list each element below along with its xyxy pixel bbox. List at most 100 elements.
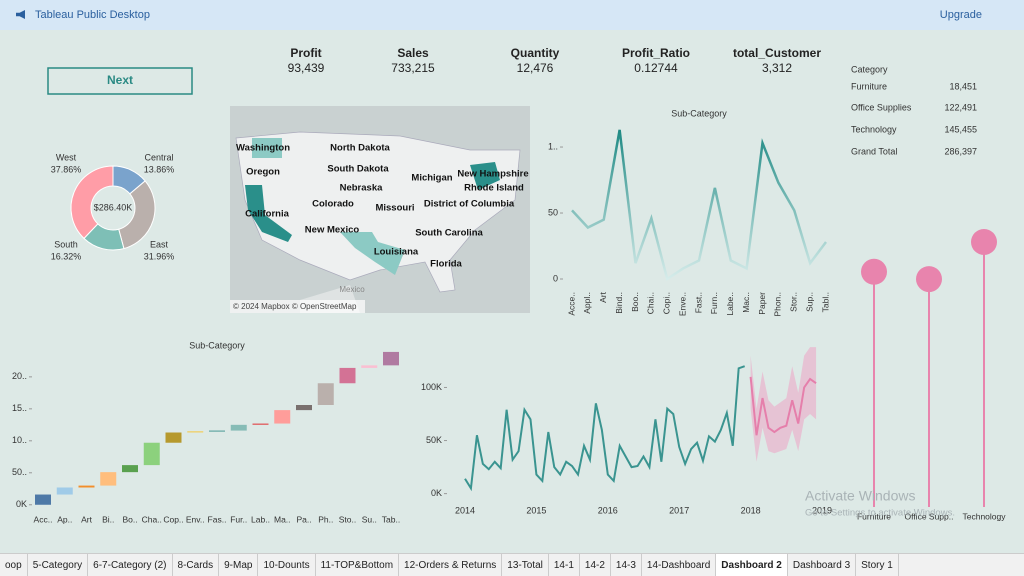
x-tick-label: 2019 [812, 505, 832, 515]
sheet-tab[interactable]: 11-TOP&Bottom [316, 554, 400, 576]
x-tick-label: Stor.. [789, 292, 799, 312]
map-label: New Hampshire [457, 169, 528, 180]
kpi-value: 0.12744 [634, 61, 678, 75]
bar [209, 430, 225, 432]
sheet-tab[interactable]: Story 1 [856, 554, 899, 576]
sheet-tab[interactable]: 14-3 [611, 554, 642, 576]
x-tick-label: Pa.. [296, 514, 311, 524]
line [464, 365, 746, 492]
map-label: District of Columbia [424, 199, 515, 210]
sheet-tab[interactable]: Dashboard 3 [788, 554, 857, 576]
sheet-tab[interactable]: oop [0, 554, 28, 576]
x-tick-label: Mac.. [741, 292, 751, 313]
x-tick-label: Lab.. [251, 514, 270, 524]
sheet-tab[interactable]: 6-7-Category (2) [88, 554, 173, 576]
x-tick-label: Fur.. [230, 514, 247, 524]
map-land [235, 131, 521, 293]
bar [187, 431, 204, 433]
x-tick-label: Sto.. [339, 514, 356, 524]
map-attribution: © 2024 Mapbox © OpenStreetMap [233, 302, 357, 311]
bar [122, 465, 138, 473]
x-tick-label: Bind.. [614, 292, 624, 314]
y-tick-label: 100K [421, 382, 442, 392]
y-tick-label: 10.. [12, 435, 27, 445]
donut-center: $286.40K [94, 202, 133, 212]
x-tick-label: 2014 [455, 505, 475, 515]
x-tick-label: Fas.. [208, 514, 227, 524]
lollipop-head [916, 266, 942, 293]
x-tick-label: Env.. [186, 514, 205, 524]
x-tick-label: Sup.. [804, 292, 814, 312]
sheet-tab[interactable]: 14-1 [549, 554, 580, 576]
sheet-tab[interactable]: 12-Orders & Returns [399, 554, 503, 576]
map-label: South Dakota [327, 164, 389, 175]
table-cell: 18,451 [949, 81, 977, 91]
map-label: Florida [430, 259, 462, 270]
bar [56, 487, 73, 495]
table-cell: 286,397 [944, 146, 977, 156]
x-tick-label: Bi.. [102, 514, 114, 524]
x-tick-label: 2017 [669, 505, 689, 515]
upgrade-link[interactable]: Upgrade [939, 9, 982, 21]
next-button[interactable] [47, 67, 193, 95]
x-tick-label: Cha.. [142, 514, 162, 524]
kpi-label: Sales [397, 46, 429, 60]
kpi-value: 12,476 [517, 61, 554, 75]
y-tick-label: 15.. [12, 403, 27, 413]
sheet-tab[interactable]: 8-Cards [173, 554, 220, 576]
donut-label: East [150, 239, 169, 249]
x-tick-label: Ph.. [318, 514, 333, 524]
sheet-tabs: oop 5-Category 6-7-Category (2) 8-Cards 9-Ma… [0, 553, 1024, 576]
next-label[interactable]: Next [107, 73, 133, 87]
x-tick-label: Fast.. [693, 292, 703, 313]
sheet-tab[interactable]: 9-Map [219, 554, 259, 576]
kpi-label: Profit [290, 46, 321, 60]
title-bar: Tableau Public Desktop Upgrade [0, 0, 1024, 30]
x-tick-label: Paper [757, 292, 767, 315]
y-tick-label: 0K [16, 499, 27, 509]
bar [361, 365, 378, 368]
y-tick-label: 20.. [12, 371, 27, 381]
chart-title: Sub-Category [189, 340, 245, 350]
x-tick-label: Acc.. [34, 514, 53, 524]
kpi-value: 3,312 [762, 61, 792, 75]
kpi-label: Quantity [511, 46, 560, 60]
sheet-tab[interactable]: 5-Category [28, 554, 89, 576]
icon [16, 10, 25, 19]
map-label: Colorado [312, 199, 354, 210]
table-cell: 122,491 [944, 102, 977, 112]
sheet-tab[interactable]: 14-Dashboard [642, 554, 717, 576]
map-state [245, 185, 292, 242]
sheet-tab[interactable]: 13-Total [502, 554, 549, 576]
map-state [252, 138, 282, 158]
watermark-text: Go to Settings to activate Windows. [805, 508, 955, 519]
sheet-tab[interactable]: Dashboard 2 [716, 554, 788, 576]
x-tick-label: 2015 [526, 505, 546, 515]
map-state [470, 162, 500, 190]
table-cell: 145,455 [944, 124, 977, 134]
table-cell: Office Supplies [851, 102, 912, 112]
x-tick-label: Furn.. [709, 292, 719, 314]
map-label: North Dakota [330, 143, 390, 154]
watermark-title: Activate Windows [805, 488, 915, 504]
x-tick-label: Appl.. [582, 292, 592, 314]
donut-label: South [54, 239, 78, 249]
bar [252, 423, 269, 425]
x-tick-label: Su.. [362, 514, 377, 524]
map-country: Mexico [339, 285, 365, 294]
x-tick-label: Technology [962, 511, 1006, 521]
bar [274, 410, 291, 424]
x-tick-label: Copi.. [662, 292, 672, 314]
sheet-tab[interactable]: 10-Dounts [258, 554, 316, 576]
bar [339, 367, 356, 384]
sheet-tab[interactable]: 14-2 [580, 554, 611, 576]
table-header: Category [851, 64, 888, 74]
x-tick-label: Furniture [857, 511, 891, 521]
y-tick-label: 1.. [548, 141, 558, 151]
bar [165, 432, 182, 443]
attribution-bg [230, 300, 365, 313]
x-tick-label: 2016 [598, 505, 618, 515]
bar [78, 485, 95, 488]
